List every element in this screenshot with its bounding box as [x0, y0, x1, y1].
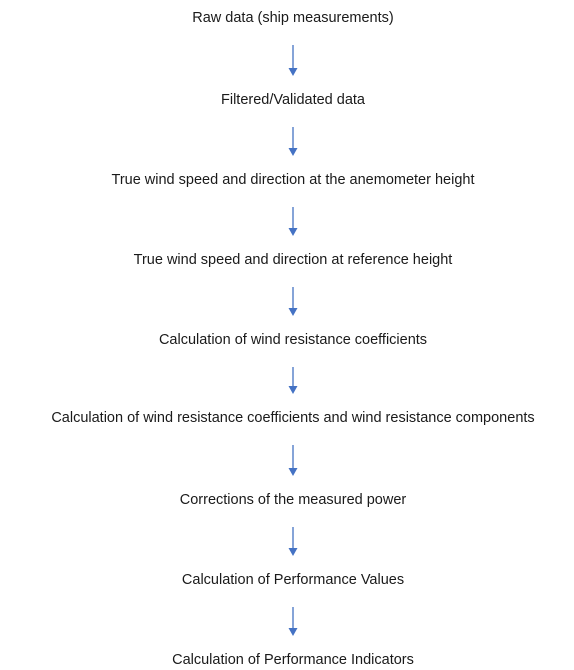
step-label: Raw data (ship measurements) [192, 10, 393, 26]
step-label: Calculation of Performance Values [182, 572, 404, 588]
step-label: Filtered/Validated data [221, 92, 366, 108]
arrow-head [288, 308, 298, 316]
step-label: Calculation of wind resistance coefficie… [51, 410, 534, 426]
arrow-head [288, 228, 298, 236]
arrow-head [288, 468, 298, 476]
arrow-head [288, 386, 298, 394]
arrow-head [288, 628, 298, 636]
step-label: Calculation of wind resistance coefficie… [159, 332, 427, 348]
arrow-head [288, 68, 298, 76]
arrow-head [288, 548, 298, 556]
step-label: True wind speed and direction at the ane… [112, 172, 475, 188]
step-label: Corrections of the measured power [180, 492, 407, 508]
arrow-head [288, 148, 298, 156]
step-label: True wind speed and direction at referen… [134, 252, 453, 268]
step-label: Calculation of Performance Indicators [172, 652, 414, 668]
